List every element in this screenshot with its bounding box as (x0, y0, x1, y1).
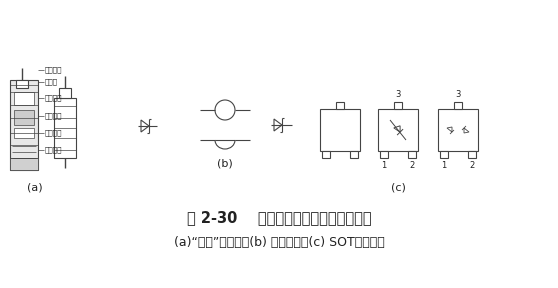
Bar (320, 109, 360, 151)
Text: 调节螺丝: 调节螺丝 (45, 130, 62, 136)
Text: (b): (b) (217, 158, 233, 168)
Bar (408, 151, 416, 158)
Bar (454, 102, 462, 109)
Text: (a)“炮弹”式封装；(b) 微带封装；(c) SOT贴片封装: (a)“炮弹”式封装；(b) 微带封装；(c) SOT贴片封装 (174, 236, 384, 249)
Text: (a): (a) (27, 183, 43, 193)
Bar (378, 109, 418, 151)
Text: 金属电极: 金属电极 (45, 147, 62, 153)
Bar (438, 109, 478, 151)
Bar (440, 151, 448, 158)
Polygon shape (274, 119, 282, 131)
Bar (380, 151, 388, 158)
Bar (336, 102, 344, 109)
Text: 2: 2 (469, 161, 475, 170)
Text: 金属电极: 金属电极 (45, 67, 62, 73)
Text: (c): (c) (391, 183, 406, 193)
Bar (322, 151, 330, 158)
Text: 3: 3 (395, 90, 401, 99)
Polygon shape (464, 128, 469, 133)
Polygon shape (141, 120, 149, 132)
Polygon shape (394, 126, 400, 132)
Circle shape (215, 100, 235, 120)
Bar (59, 88, 71, 98)
Bar (10, 80, 38, 170)
Text: 1: 1 (381, 161, 387, 170)
Bar (14, 92, 34, 105)
Text: 半导体片: 半导体片 (45, 95, 62, 101)
Polygon shape (447, 127, 452, 132)
Bar (14, 128, 34, 138)
Bar (10, 158, 38, 170)
Text: 图 2-30    肖特基二极管的基本封装结构: 图 2-30 肖特基二极管的基本封装结构 (187, 211, 371, 226)
Text: 金属丝: 金属丝 (45, 79, 58, 85)
Bar (14, 110, 34, 125)
Bar (468, 151, 476, 158)
Bar (54, 98, 76, 158)
Bar (16, 80, 28, 88)
Bar (350, 151, 358, 158)
Text: 2: 2 (410, 161, 415, 170)
Text: 陶瓷管壳: 陶瓷管壳 (45, 113, 62, 119)
Text: 3: 3 (455, 90, 461, 99)
Bar (394, 102, 402, 109)
Text: 1: 1 (441, 161, 446, 170)
